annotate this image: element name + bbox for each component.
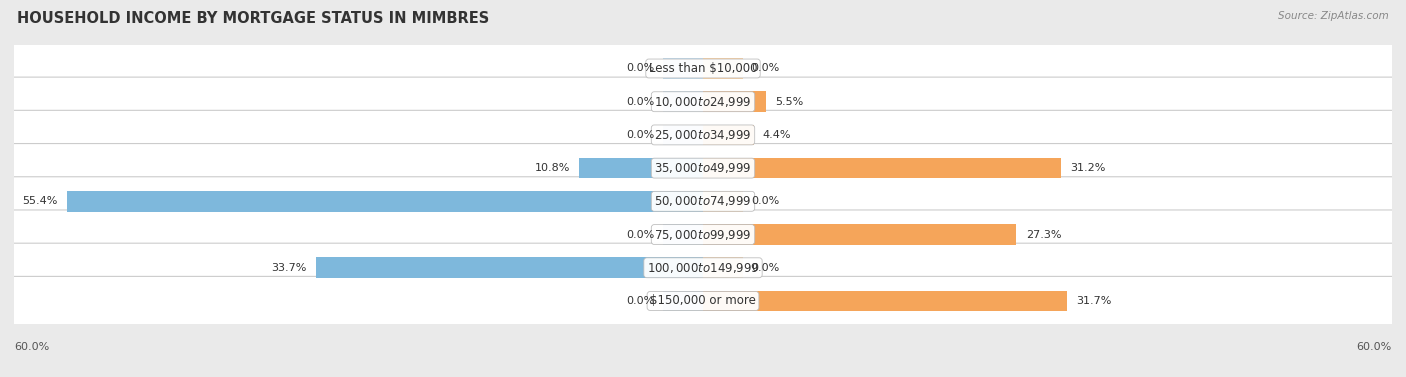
FancyBboxPatch shape [11,77,1395,126]
Bar [579,158,703,178]
Text: Source: ZipAtlas.com: Source: ZipAtlas.com [1278,11,1389,21]
Text: $100,000 to $149,999: $100,000 to $149,999 [647,261,759,275]
Text: 31.2%: 31.2% [1070,163,1105,173]
Bar [703,191,744,211]
Text: 0.0%: 0.0% [627,63,655,74]
Bar [703,291,1067,311]
Bar [662,91,703,112]
FancyBboxPatch shape [11,210,1395,259]
FancyBboxPatch shape [11,243,1395,292]
Text: 60.0%: 60.0% [1357,342,1392,352]
Text: 33.7%: 33.7% [271,263,307,273]
Text: $150,000 or more: $150,000 or more [650,294,756,308]
Text: 0.0%: 0.0% [627,130,655,140]
FancyBboxPatch shape [11,44,1395,93]
Bar [662,58,703,79]
Text: 10.8%: 10.8% [534,163,569,173]
Text: 27.3%: 27.3% [1025,230,1062,239]
Text: 0.0%: 0.0% [751,263,779,273]
FancyBboxPatch shape [11,110,1395,159]
Bar [662,291,703,311]
Bar [703,158,1062,178]
Text: HOUSEHOLD INCOME BY MORTGAGE STATUS IN MIMBRES: HOUSEHOLD INCOME BY MORTGAGE STATUS IN M… [17,11,489,26]
Text: 0.0%: 0.0% [627,230,655,239]
Text: 0.0%: 0.0% [751,196,779,206]
Bar [662,224,703,245]
Bar [703,125,754,145]
Text: 31.7%: 31.7% [1076,296,1112,306]
Text: 55.4%: 55.4% [22,196,58,206]
FancyBboxPatch shape [11,276,1395,326]
Text: $75,000 to $99,999: $75,000 to $99,999 [654,228,752,242]
Text: $35,000 to $49,999: $35,000 to $49,999 [654,161,752,175]
Text: $50,000 to $74,999: $50,000 to $74,999 [654,194,752,208]
Bar [316,257,703,278]
Bar [703,224,1017,245]
Text: 5.5%: 5.5% [775,97,804,107]
Text: Less than $10,000: Less than $10,000 [648,62,758,75]
Text: $10,000 to $24,999: $10,000 to $24,999 [654,95,752,109]
Bar [703,257,744,278]
Text: 0.0%: 0.0% [627,97,655,107]
Text: 0.0%: 0.0% [751,63,779,74]
Text: $25,000 to $34,999: $25,000 to $34,999 [654,128,752,142]
Bar [703,58,744,79]
Bar [67,191,703,211]
FancyBboxPatch shape [11,144,1395,193]
FancyBboxPatch shape [11,177,1395,226]
Text: 0.0%: 0.0% [627,296,655,306]
Text: 4.4%: 4.4% [762,130,792,140]
Bar [662,125,703,145]
Bar [703,91,766,112]
Text: 60.0%: 60.0% [14,342,49,352]
